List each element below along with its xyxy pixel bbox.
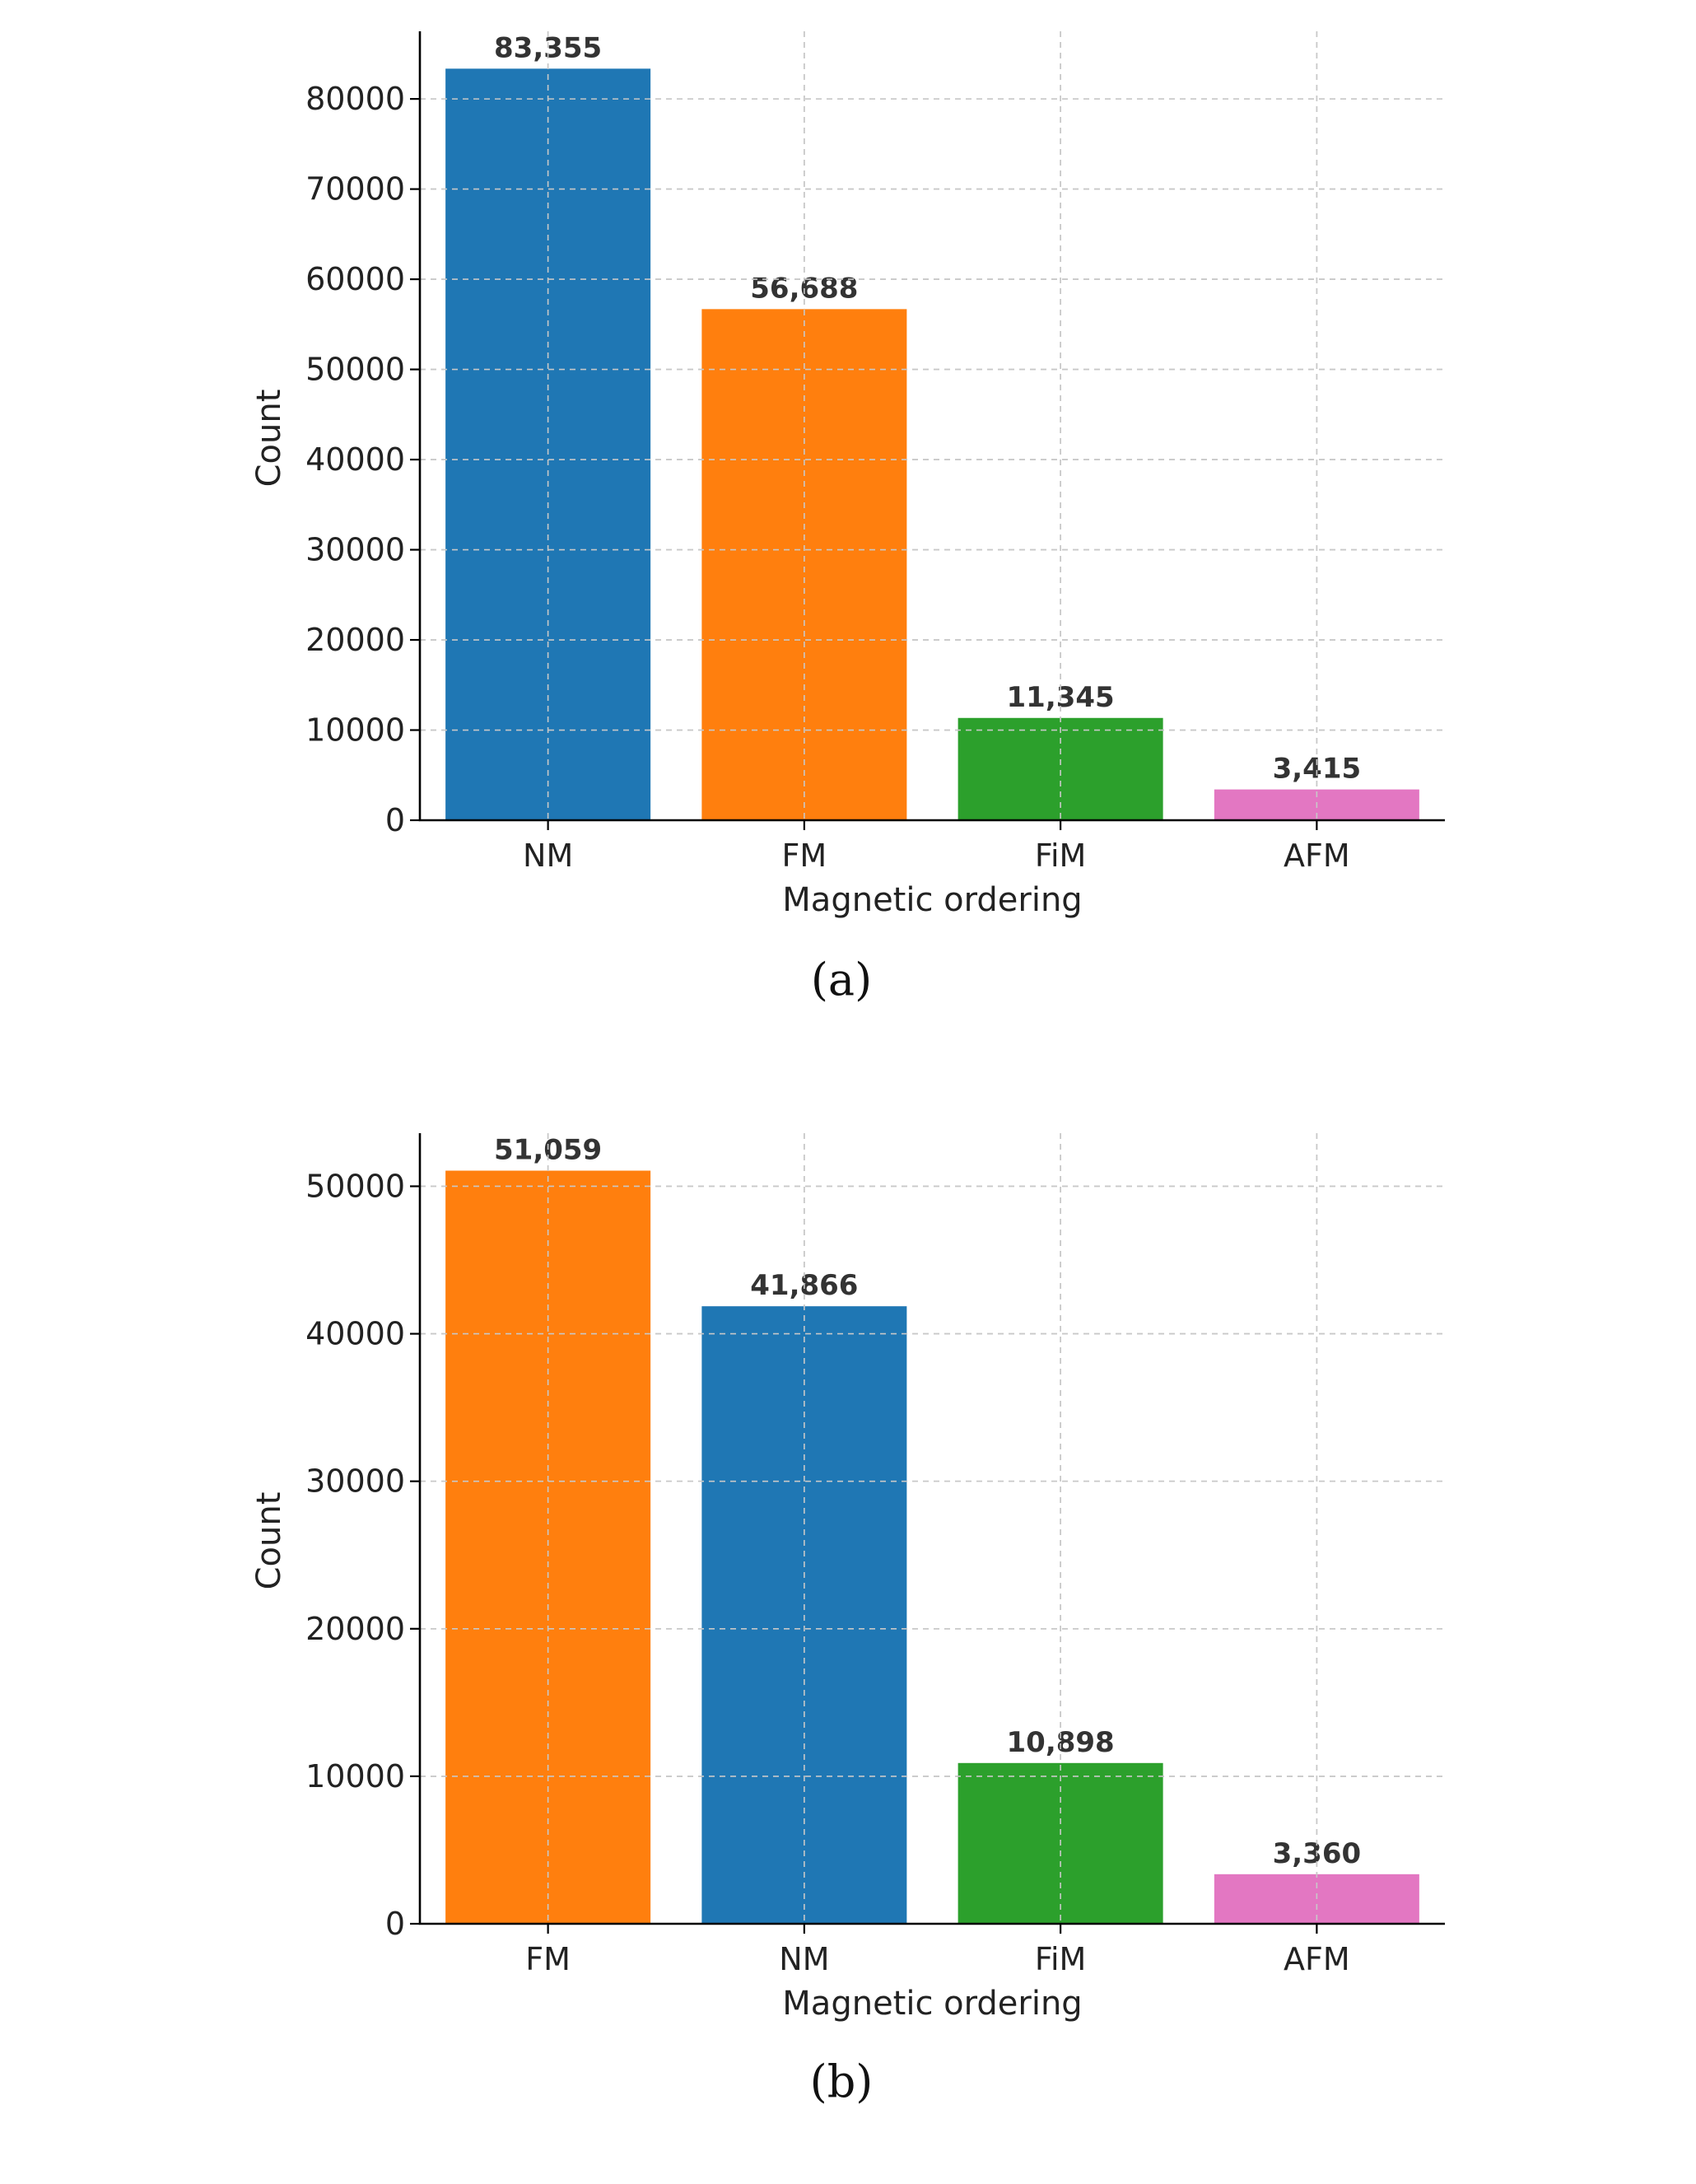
x-tick-label-fim: FiM — [1035, 1941, 1086, 1977]
x-tick-label-afm: AFM — [1284, 1941, 1350, 1977]
chart-panel-a: 83,35556,68811,3453,41501000020000300004… — [250, 31, 1445, 1006]
y-tick-label-8: 80000 — [305, 81, 405, 117]
x-tick-label-fim: FiM — [1035, 838, 1086, 874]
y-tick-label-5: 50000 — [305, 1168, 405, 1204]
y-tick-label-2: 20000 — [305, 1611, 405, 1647]
y-axis-title: Count — [250, 390, 288, 488]
x-tick-label-nm: NM — [523, 838, 573, 874]
y-tick-label-1: 10000 — [305, 712, 405, 749]
y-tick-label-1: 10000 — [305, 1758, 405, 1794]
data-label-nm: 83,355 — [494, 31, 602, 64]
y-tick-label-7: 70000 — [305, 171, 405, 208]
data-label-fm: 51,059 — [494, 1134, 602, 1167]
y-tick-label-0: 0 — [385, 1906, 405, 1942]
x-axis-title: Magnetic ordering — [782, 1985, 1082, 2023]
y-tick-label-2: 20000 — [305, 622, 405, 658]
panel-caption-b: (b) — [810, 2056, 874, 2107]
y-tick-label-3: 30000 — [305, 532, 405, 568]
x-axis-title: Magnetic ordering — [782, 881, 1082, 919]
y-tick-label-6: 60000 — [305, 261, 405, 297]
y-tick-label-0: 0 — [385, 802, 405, 838]
panel-caption-a: (a) — [811, 954, 872, 1006]
x-tick-label-afm: AFM — [1284, 838, 1350, 874]
y-tick-label-4: 40000 — [305, 441, 405, 478]
x-tick-label-fm: FM — [782, 838, 827, 874]
y-axis-title: Count — [250, 1492, 288, 1590]
y-tick-label-4: 40000 — [305, 1316, 405, 1352]
data-label-afm: 3,415 — [1273, 753, 1362, 786]
chart-panel-b: 51,05941,86610,8983,36001000020000300004… — [250, 1133, 1445, 2107]
bar-fm — [701, 309, 907, 820]
y-tick-label-5: 50000 — [305, 352, 405, 388]
y-tick-label-3: 30000 — [305, 1463, 405, 1500]
data-label-fim: 10,898 — [1007, 1726, 1115, 1759]
x-tick-label-nm: NM — [779, 1941, 829, 1977]
x-tick-label-fm: FM — [525, 1941, 571, 1977]
